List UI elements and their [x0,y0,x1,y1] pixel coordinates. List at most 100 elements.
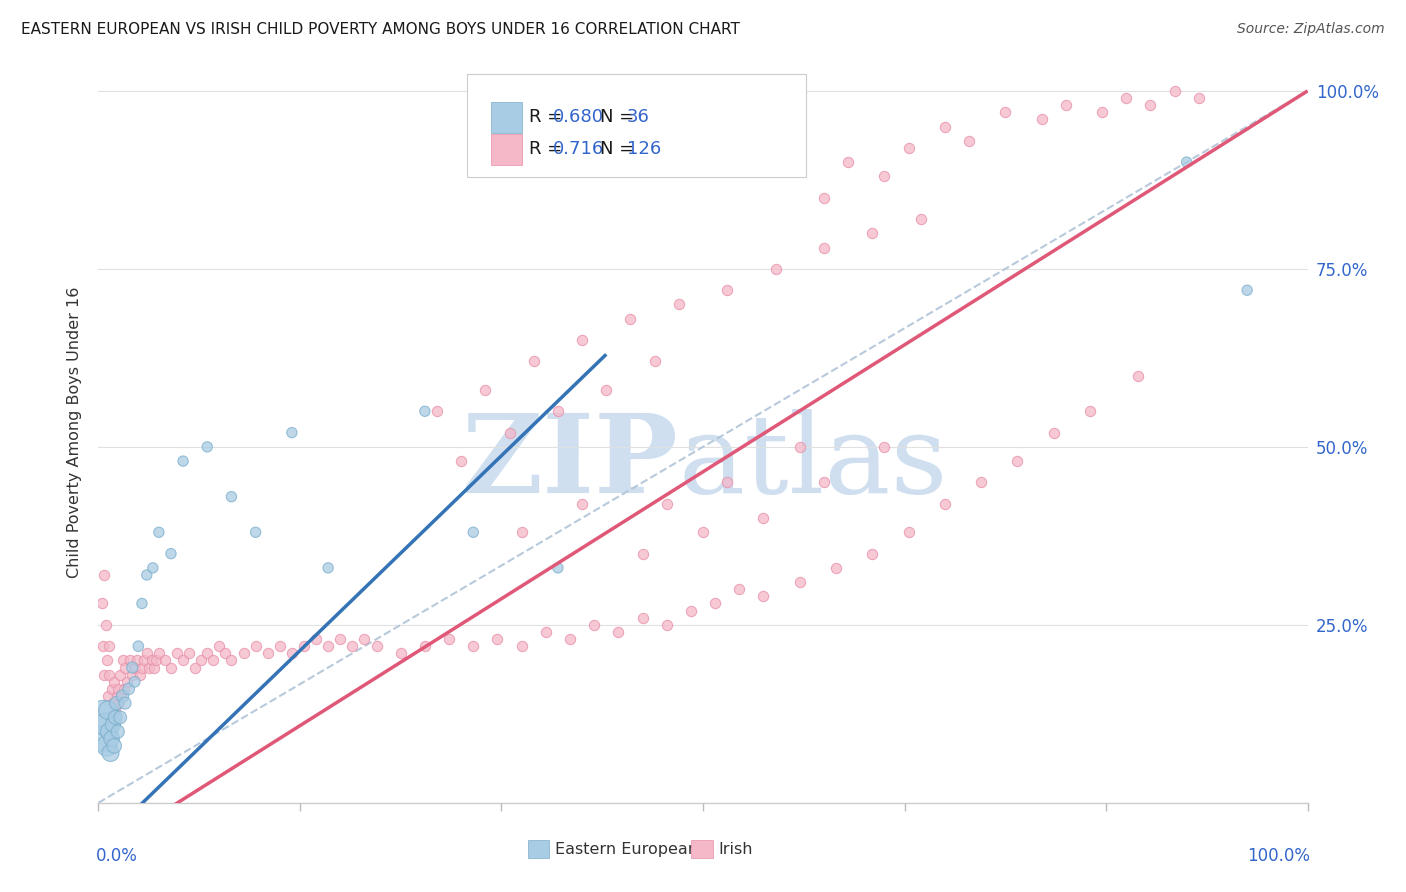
Text: Source: ZipAtlas.com: Source: ZipAtlas.com [1237,22,1385,37]
Point [595,383,617,397]
Point [221,653,243,667]
Point [221,490,243,504]
Point [148,646,170,660]
Point [1007,454,1029,468]
Point [789,575,811,590]
Point [463,525,485,540]
Point [93,731,115,746]
Point [100,710,122,724]
Text: R =: R = [529,140,568,158]
Point [716,283,738,297]
Point [153,653,176,667]
Point [101,696,124,710]
Point [91,710,114,724]
Point [789,440,811,454]
Point [166,646,188,660]
Point [232,646,254,660]
Point [172,653,194,667]
Point [121,660,143,674]
Point [135,646,157,660]
Point [1175,155,1198,169]
FancyBboxPatch shape [467,73,806,178]
Point [1115,91,1137,105]
Point [910,212,932,227]
Text: atlas: atlas [679,409,949,516]
Point [160,660,183,674]
Point [897,525,920,540]
Point [728,582,751,597]
Point [127,653,149,667]
Point [607,624,630,639]
Point [104,703,127,717]
Point [631,547,654,561]
Point [131,660,153,674]
Point [190,653,212,667]
Point [245,639,267,653]
Point [860,227,883,241]
Point [353,632,375,646]
Point [704,597,727,611]
Point [101,717,124,731]
Text: 126: 126 [627,140,661,158]
Point [994,105,1017,120]
Point [281,425,304,440]
Point [245,525,267,540]
Point [547,561,569,575]
Point [93,667,115,681]
Point [214,646,236,660]
Point [413,639,436,653]
Point [583,617,606,632]
Point [389,646,412,660]
Point [97,689,120,703]
Point [148,525,170,540]
Point [98,667,121,681]
Point [100,746,122,760]
Point [1188,91,1211,105]
Point [716,475,738,490]
Point [111,653,134,667]
Point [124,660,146,674]
Point [160,547,183,561]
Point [316,561,339,575]
FancyBboxPatch shape [492,134,522,165]
FancyBboxPatch shape [527,840,550,858]
Point [813,191,835,205]
Point [112,681,135,696]
Point [202,653,225,667]
Y-axis label: Child Poverty Among Boys Under 16: Child Poverty Among Boys Under 16 [67,287,83,578]
Point [1163,84,1185,98]
Point [98,724,121,739]
Point [100,731,122,746]
Text: Irish: Irish [718,842,754,857]
Text: N =: N = [600,140,640,158]
Point [256,646,278,660]
Point [138,660,160,674]
Point [970,475,993,490]
Point [765,261,787,276]
Text: ZIP: ZIP [463,409,679,516]
Point [195,440,218,454]
Point [860,547,883,561]
Point [837,155,859,169]
Point [426,404,449,418]
Point [128,667,150,681]
Text: R =: R = [529,108,568,127]
Point [103,739,125,753]
Text: EASTERN EUROPEAN VS IRISH CHILD POVERTY AMONG BOYS UNDER 16 CORRELATION CHART: EASTERN EUROPEAN VS IRISH CHILD POVERTY … [21,22,740,37]
Point [114,660,136,674]
Point [668,297,690,311]
Point [413,404,436,418]
Point [118,653,141,667]
Point [124,674,146,689]
Point [825,561,848,575]
Point [269,639,291,653]
Point [141,653,163,667]
Point [145,653,167,667]
Point [100,681,122,696]
Point [93,568,115,582]
Point [934,120,956,134]
Point [105,696,128,710]
Point [366,639,388,653]
Point [571,497,593,511]
Point [111,689,134,703]
